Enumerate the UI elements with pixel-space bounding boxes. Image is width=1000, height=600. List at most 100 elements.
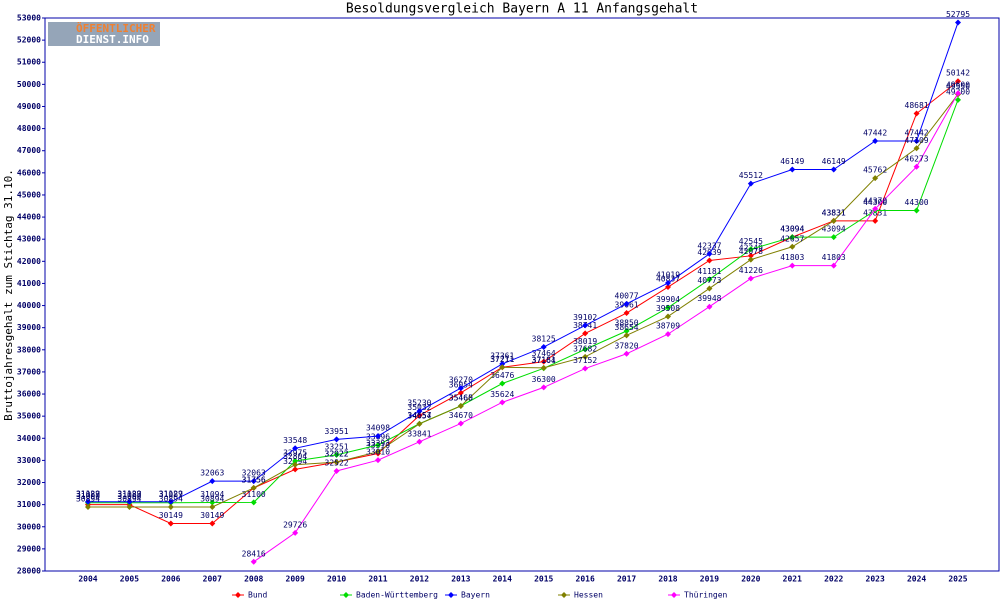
data-label: 43094 <box>822 225 846 234</box>
point-marker <box>416 408 423 415</box>
point-marker <box>540 384 547 391</box>
data-label: 38654 <box>615 323 639 332</box>
point-marker <box>292 466 299 473</box>
data-label: 31000 <box>76 492 100 501</box>
point-marker <box>747 246 754 253</box>
data-label: 31000 <box>117 492 141 501</box>
x-tick-label: 2025 <box>948 575 967 584</box>
y-tick-label: 37000 <box>17 367 41 376</box>
point-marker <box>913 145 920 152</box>
point-marker <box>292 529 299 536</box>
chart-title: Besoldungsvergleich Bayern A 11 Anfangsg… <box>346 2 698 17</box>
data-label: 30894 <box>117 494 141 503</box>
legend-marker <box>671 592 677 598</box>
point-marker <box>540 358 547 365</box>
data-label: 39948 <box>697 294 721 303</box>
point-marker <box>499 364 506 371</box>
point-marker <box>706 257 713 264</box>
point-marker <box>830 217 837 224</box>
point-marker <box>913 207 920 214</box>
point-marker <box>706 285 713 292</box>
point-marker <box>333 459 340 466</box>
point-marker <box>789 234 796 241</box>
x-tick-label: 2016 <box>576 575 595 584</box>
point-marker <box>250 558 257 565</box>
point-marker <box>457 402 464 409</box>
data-label: 40077 <box>615 291 639 300</box>
legend-label: Hessen <box>574 591 603 600</box>
point-marker <box>913 110 920 117</box>
point-marker <box>167 520 174 527</box>
legend-marker <box>343 592 349 598</box>
data-label: 35624 <box>490 390 514 399</box>
point-marker <box>789 166 796 173</box>
data-label: 35460 <box>449 393 473 402</box>
data-label: 32063 <box>200 469 224 478</box>
data-label: 32975 <box>283 448 307 457</box>
x-tick-label: 2004 <box>78 575 97 584</box>
data-label: 31756 <box>242 475 266 484</box>
data-label: 33393 <box>366 439 390 448</box>
data-label: 33951 <box>325 427 349 436</box>
data-label: 36300 <box>532 375 556 384</box>
y-tick-label: 43000 <box>17 235 41 244</box>
data-label: 37820 <box>615 341 639 350</box>
data-label: 31100 <box>242 490 266 499</box>
x-tick-label: 2009 <box>286 575 305 584</box>
data-label: 29726 <box>283 520 307 529</box>
data-label: 40837 <box>656 275 680 284</box>
data-label: 31094 <box>200 490 224 499</box>
data-label: 38709 <box>656 322 680 331</box>
data-label: 46149 <box>780 157 804 166</box>
point-marker <box>747 275 754 282</box>
data-label: 43094 <box>780 225 804 234</box>
logo-box <box>48 22 160 46</box>
data-label: 41803 <box>780 253 804 262</box>
y-tick-label: 40000 <box>17 301 41 310</box>
point-marker <box>623 332 630 339</box>
x-tick-label: 2014 <box>493 575 512 584</box>
data-label: 38850 <box>615 318 639 327</box>
point-marker <box>623 300 630 307</box>
series-line <box>253 92 959 563</box>
y-tick-label: 32000 <box>17 478 41 487</box>
point-marker <box>706 303 713 310</box>
y-axis-label: Bruttojahresgehalt zum Stichtag 31.10. <box>2 169 15 421</box>
x-tick-label: 2005 <box>120 575 139 584</box>
data-label: 41803 <box>822 253 846 262</box>
y-tick-label: 45000 <box>17 190 41 199</box>
data-label: 44370 <box>863 196 887 205</box>
point-marker <box>209 478 216 485</box>
data-label: 47109 <box>905 136 929 145</box>
data-label: 47442 <box>905 128 929 137</box>
point-marker <box>209 503 216 510</box>
data-label: 38019 <box>573 337 597 346</box>
data-label: 46149 <box>822 157 846 166</box>
point-marker <box>499 380 506 387</box>
point-marker <box>540 364 547 371</box>
data-label: 31087 <box>76 490 100 499</box>
x-tick-label: 2021 <box>783 575 802 584</box>
point-marker <box>665 331 671 338</box>
point-marker <box>167 503 174 510</box>
data-label: 47442 <box>863 128 887 137</box>
y-tick-label: 46000 <box>17 168 41 177</box>
point-marker <box>955 78 961 85</box>
plot-frame <box>44 17 1000 572</box>
point-marker <box>250 484 257 491</box>
point-marker <box>209 499 216 506</box>
legend-label: Bund <box>248 591 267 600</box>
data-label: 37152 <box>573 356 597 365</box>
series-line <box>88 22 959 503</box>
data-label: 33841 <box>407 429 431 438</box>
point-marker <box>250 478 257 485</box>
data-label: 37464 <box>532 349 556 358</box>
point-marker <box>457 420 464 427</box>
point-marker <box>706 276 713 283</box>
point-marker <box>250 499 257 506</box>
point-marker <box>706 250 713 257</box>
y-tick-label: 44000 <box>17 213 41 222</box>
data-label: 39508 <box>656 304 680 313</box>
data-label: 43831 <box>822 208 846 217</box>
